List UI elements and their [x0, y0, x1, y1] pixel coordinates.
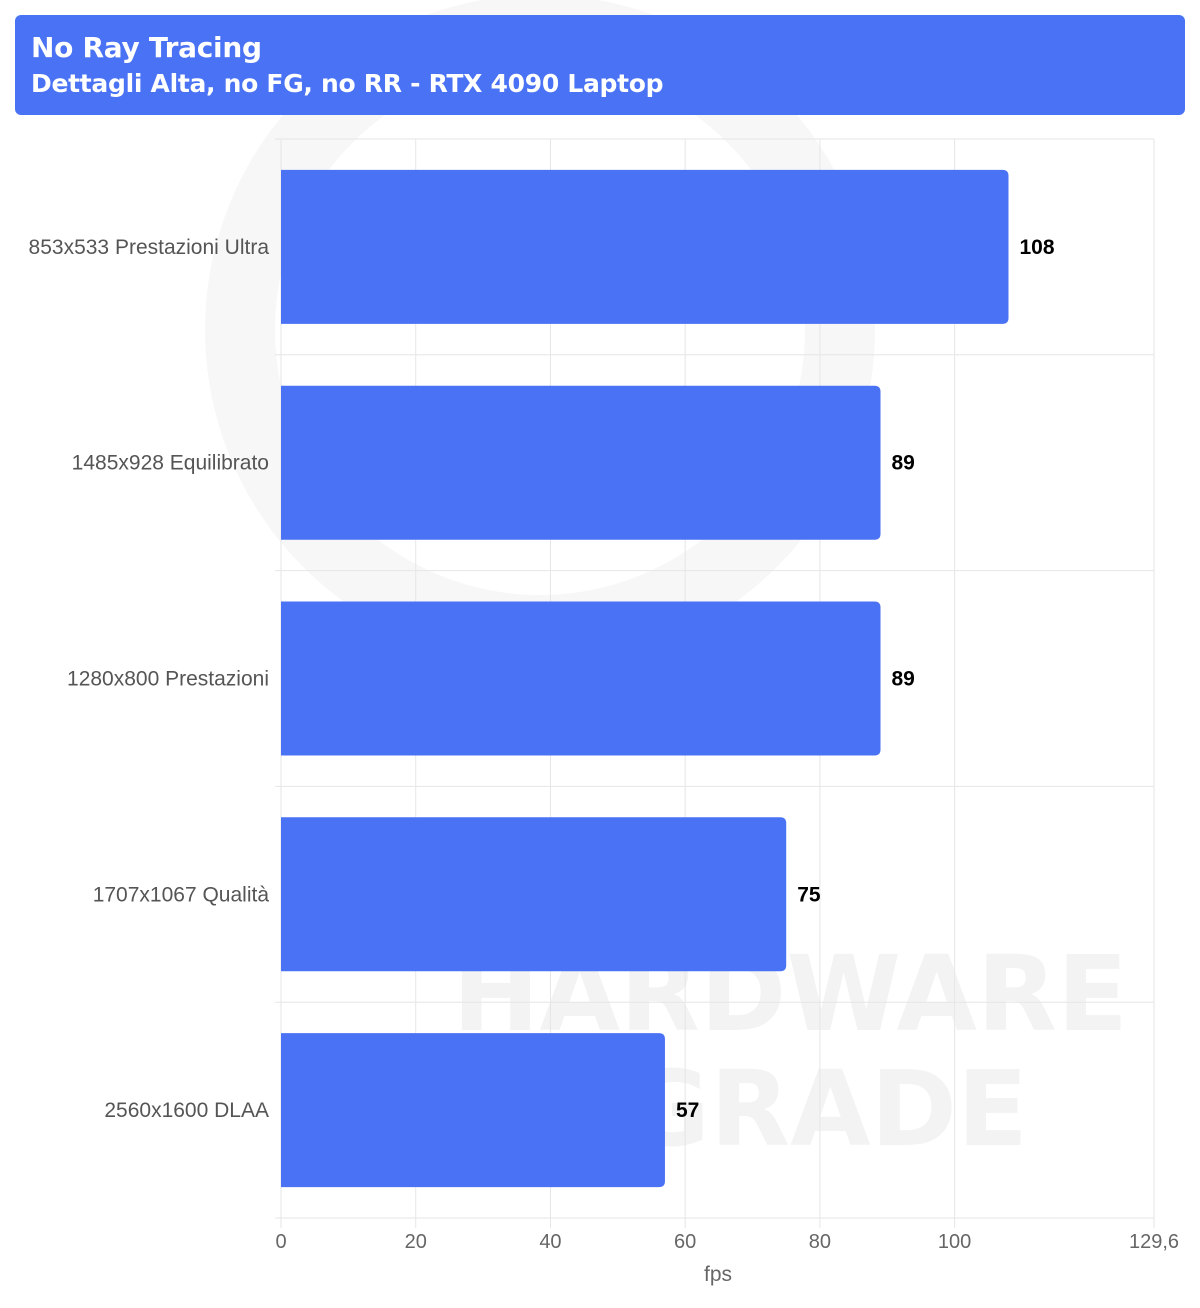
data-label: 89: [892, 452, 915, 475]
x-tick-label: 129,6: [1129, 1231, 1179, 1253]
x-tick-label: 40: [539, 1231, 561, 1253]
bar: [281, 1033, 665, 1188]
data-label: 108: [1020, 236, 1055, 259]
labels: 853x533 Prestazioni Ultra 108 1485x928 Equ…: [29, 236, 1180, 1253]
bar: [281, 601, 881, 756]
category-label: 1707x1067 Qualità: [93, 883, 270, 906]
bar: [281, 169, 1009, 324]
chart-title: No Ray Tracing: [31, 31, 262, 64]
x-axis-title: fps: [704, 1263, 732, 1286]
watermark-ring: [205, 0, 875, 665]
x-tick-label: 60: [674, 1231, 696, 1253]
data-label: 89: [892, 668, 915, 691]
chart-subtitle: Dettagli Alta, no FG, no RR - RTX 4090 L…: [31, 69, 664, 98]
x-tick-label: 100: [938, 1231, 971, 1253]
data-label: 75: [797, 883, 821, 906]
bar: [281, 817, 787, 972]
x-tick-label: 80: [809, 1231, 831, 1253]
bar: [281, 385, 881, 540]
bars: [281, 169, 1009, 1188]
data-label: 57: [676, 1099, 699, 1122]
category-label: 853x533 Prestazioni Ultra: [29, 236, 270, 259]
chart-header: No Ray Tracing Dettagli Alta, no FG, no …: [15, 15, 1185, 115]
category-label: 1280x800 Prestazioni: [67, 668, 269, 691]
category-label: 1485x928 Equilibrato: [72, 452, 269, 475]
category-label: 2560x1600 DLAA: [104, 1099, 269, 1122]
x-tick-label: 0: [275, 1231, 286, 1253]
x-tick-label: 20: [405, 1231, 427, 1253]
